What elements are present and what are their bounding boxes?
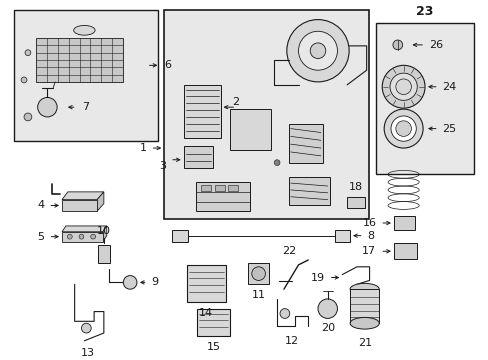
Polygon shape — [123, 23, 138, 82]
Text: 1: 1 — [140, 143, 146, 153]
Bar — [349, 289, 379, 323]
Polygon shape — [62, 192, 103, 200]
Circle shape — [298, 31, 337, 70]
Circle shape — [395, 121, 410, 136]
Bar — [288, 124, 322, 163]
Ellipse shape — [349, 283, 379, 295]
Polygon shape — [102, 226, 106, 242]
Circle shape — [81, 323, 91, 333]
Circle shape — [91, 234, 95, 239]
Bar — [164, 10, 368, 219]
Text: 3: 3 — [159, 161, 166, 171]
Ellipse shape — [74, 26, 95, 35]
Circle shape — [38, 98, 57, 117]
Bar — [214, 185, 224, 191]
Circle shape — [317, 299, 337, 318]
Circle shape — [21, 77, 27, 83]
Bar — [62, 232, 102, 242]
Text: 24: 24 — [442, 82, 456, 92]
Bar — [186, 265, 225, 302]
Bar — [62, 200, 97, 211]
Circle shape — [274, 160, 280, 166]
Bar — [197, 309, 230, 336]
Bar — [376, 23, 473, 174]
Text: 19: 19 — [310, 273, 324, 283]
Bar — [201, 185, 210, 191]
Polygon shape — [252, 153, 267, 182]
Text: 5: 5 — [38, 231, 44, 242]
Text: 17: 17 — [362, 246, 376, 256]
Bar — [393, 243, 416, 259]
Circle shape — [79, 234, 84, 239]
Text: 21: 21 — [357, 338, 371, 348]
Text: 4: 4 — [37, 201, 44, 211]
Circle shape — [395, 79, 410, 95]
Circle shape — [389, 73, 416, 100]
Text: 15: 15 — [206, 342, 221, 352]
Bar — [183, 85, 220, 138]
Polygon shape — [36, 23, 138, 38]
Circle shape — [384, 109, 422, 148]
Text: 11: 11 — [251, 290, 265, 300]
Circle shape — [286, 19, 348, 82]
Text: 25: 25 — [442, 123, 456, 134]
Bar — [196, 182, 249, 211]
Circle shape — [382, 65, 424, 108]
Bar — [393, 216, 414, 230]
Bar — [36, 38, 123, 82]
Bar — [288, 177, 329, 204]
Bar — [230, 109, 271, 150]
Circle shape — [67, 234, 72, 239]
Polygon shape — [97, 192, 103, 211]
Circle shape — [309, 43, 325, 59]
Circle shape — [251, 267, 265, 280]
Circle shape — [392, 40, 402, 50]
Text: 22: 22 — [281, 246, 295, 256]
Bar — [228, 185, 238, 191]
Text: 7: 7 — [82, 102, 89, 112]
Polygon shape — [62, 226, 106, 232]
Circle shape — [390, 116, 415, 141]
Text: 12: 12 — [284, 336, 298, 346]
Bar — [172, 230, 187, 242]
Text: 23: 23 — [415, 5, 433, 18]
Circle shape — [24, 113, 32, 121]
Text: 20: 20 — [320, 323, 334, 333]
Text: 8: 8 — [367, 231, 374, 241]
Text: 16: 16 — [362, 218, 376, 228]
Ellipse shape — [349, 318, 379, 329]
Bar — [14, 10, 158, 141]
Text: 6: 6 — [164, 60, 171, 70]
Bar — [98, 246, 109, 263]
Text: 13: 13 — [81, 348, 95, 357]
Text: 26: 26 — [428, 40, 442, 50]
Circle shape — [123, 275, 137, 289]
Text: 18: 18 — [348, 182, 362, 192]
Bar — [183, 146, 212, 167]
Text: 14: 14 — [199, 308, 213, 318]
Circle shape — [280, 309, 289, 318]
Bar — [247, 263, 269, 284]
Text: 2: 2 — [232, 97, 239, 107]
Circle shape — [25, 50, 31, 55]
Bar — [346, 197, 364, 208]
Text: 10: 10 — [97, 226, 111, 236]
Text: 9: 9 — [151, 278, 158, 287]
Bar — [334, 230, 349, 242]
